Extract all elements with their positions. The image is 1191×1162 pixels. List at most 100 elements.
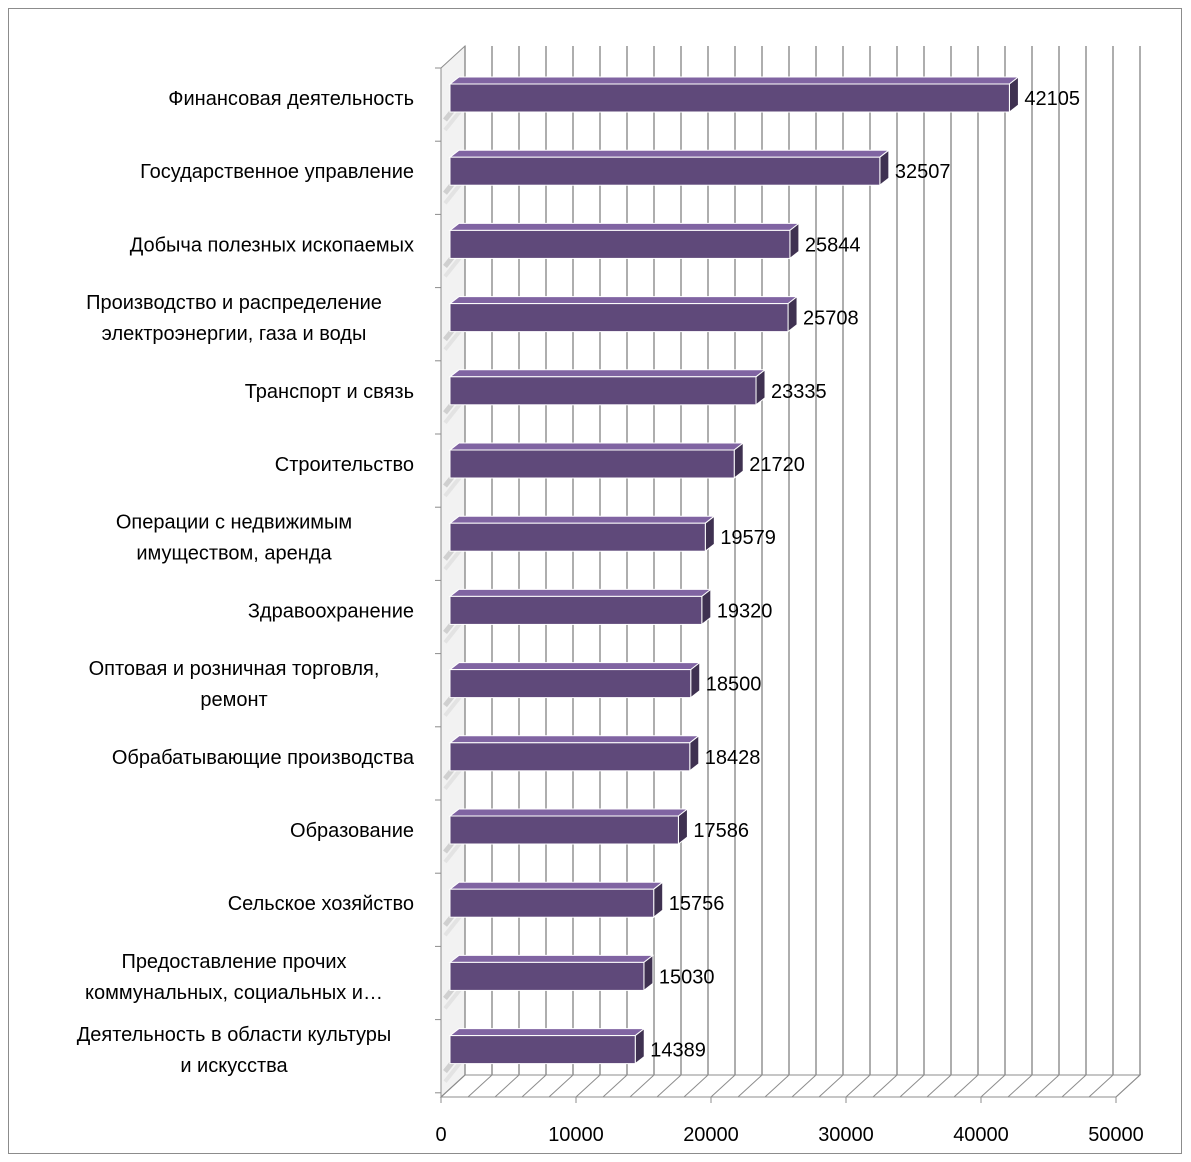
bar-front-face (449, 961, 645, 991)
x-tick-label: 40000 (953, 1124, 1009, 1146)
wall-hatch (443, 987, 463, 1010)
floor-gridline (1034, 1074, 1060, 1098)
category-label-line: Производство и распределение (86, 292, 382, 314)
floor-gridline (521, 1074, 547, 1098)
bar (448, 954, 655, 992)
category-label: Здравоохранение (248, 600, 414, 622)
category-label: Транспорт и связь (245, 381, 414, 403)
category-label-line: Обрабатывающие производства (112, 747, 415, 769)
bar-top-face (448, 881, 665, 890)
category-label: Государственное управление (140, 161, 414, 183)
data-label: 23335 (771, 381, 827, 403)
bar (448, 734, 701, 772)
floor-gridline (1115, 1074, 1141, 1098)
bar-front-face (449, 1035, 636, 1065)
floor-gridline (602, 1074, 628, 1098)
bar (448, 368, 767, 406)
category-label: Деятельность в области культуры и искусст… (77, 1024, 392, 1077)
category-label-line: Строительство (275, 454, 414, 476)
floor-gridline (548, 1074, 574, 1098)
category-label: Образование (290, 820, 414, 842)
bar-top-face (448, 515, 716, 524)
category-label: Обрабатывающие производства (112, 747, 415, 769)
category-label-line: Оптовая и розничная торговля, (89, 658, 380, 680)
category-label: Оптовая и розничная торговля, ремонт (89, 658, 380, 711)
data-label: 17586 (693, 820, 749, 842)
side-wall (440, 44, 466, 1099)
bar-top-face (448, 369, 767, 378)
wall-hatch (443, 108, 463, 132)
bar-front-face (449, 376, 757, 406)
category-label-line: и искусства (180, 1055, 288, 1077)
category-label-line: Предоставление прочих (121, 951, 346, 973)
floor-gridline (764, 1074, 790, 1098)
x-tick-label: 20000 (683, 1124, 739, 1146)
bar (448, 295, 799, 333)
category-label: Производство и распределение электроэнерг… (86, 292, 382, 345)
x-tick-label: 0 (435, 1124, 446, 1146)
wall-hatch (443, 621, 463, 644)
floor-gridline (1088, 1074, 1114, 1098)
bar-front-face (449, 595, 703, 625)
data-label: 42105 (1024, 88, 1080, 110)
floor-gridline (575, 1074, 601, 1098)
data-label: 15030 (659, 966, 715, 988)
floor-gridline (710, 1074, 736, 1098)
category-label: Финансовая деятельность (168, 88, 414, 110)
bar-top-face (448, 296, 799, 305)
value-labels: 42105 32507 25844 25708 23335 21720 19579 19320… (650, 88, 1080, 1062)
data-label: 25844 (805, 234, 861, 256)
x-tick-label: 50000 (1088, 1124, 1144, 1146)
bar-top-face (448, 588, 713, 597)
category-label-line: Сельское хозяйство (228, 893, 414, 915)
bar (448, 222, 801, 260)
category-label: Строительство (275, 454, 414, 476)
floor-gridline (1007, 1074, 1033, 1098)
floor-gridline (791, 1074, 817, 1098)
bar-front-face (449, 156, 881, 186)
floor-gridline (980, 1074, 1006, 1098)
category-label-line: Добыча полезных ископаемых (130, 234, 414, 256)
floor-gridline (629, 1074, 655, 1098)
wall-hatch (443, 255, 463, 278)
bar-top-face (448, 808, 689, 817)
data-label: 19320 (717, 600, 773, 622)
wall-hatch (443, 181, 463, 205)
bar-front-face (449, 742, 691, 772)
bar-front-face (449, 669, 692, 699)
category-label-line: Транспорт и связь (245, 381, 414, 403)
category-label: Предоставление прочих коммунальных, социа… (85, 951, 383, 1004)
bar-front-face (449, 229, 791, 259)
bar-front-face (449, 522, 706, 552)
bar (448, 588, 713, 626)
wall-hatch (443, 401, 463, 425)
bars (448, 75, 1020, 1065)
category-label-line: имуществом, аренда (136, 543, 332, 565)
data-label: 14389 (650, 1040, 706, 1062)
category-labels: Финансовая деятельность Государственное у… (77, 88, 415, 1077)
bar-top-face (448, 735, 701, 744)
bar (448, 807, 689, 846)
gridlines (440, 46, 1141, 1098)
category-label-line: Здравоохранение (248, 600, 414, 622)
category-label: Добыча полезных ископаемых (130, 234, 414, 256)
category-label-line: коммунальных, социальных и… (85, 982, 383, 1004)
bar-top-face (448, 954, 655, 963)
bar (448, 515, 716, 553)
bar (448, 149, 891, 187)
floor-gridline (818, 1074, 844, 1098)
wall-hatch (443, 328, 463, 351)
floor-gridline (953, 1074, 979, 1098)
floor-gridline (899, 1074, 925, 1098)
bar-top-face (448, 149, 891, 158)
bar-top-face (448, 222, 801, 231)
bar (448, 75, 1020, 114)
bar (448, 441, 745, 480)
category-label-line: Государственное управление (140, 161, 414, 183)
bar-front-face (449, 449, 735, 479)
bar-front-face (449, 888, 655, 918)
category-label-line: Финансовая деятельность (168, 88, 414, 110)
floor-gridline (1061, 1074, 1087, 1098)
floor-gridline (737, 1074, 763, 1098)
bar (448, 661, 702, 699)
